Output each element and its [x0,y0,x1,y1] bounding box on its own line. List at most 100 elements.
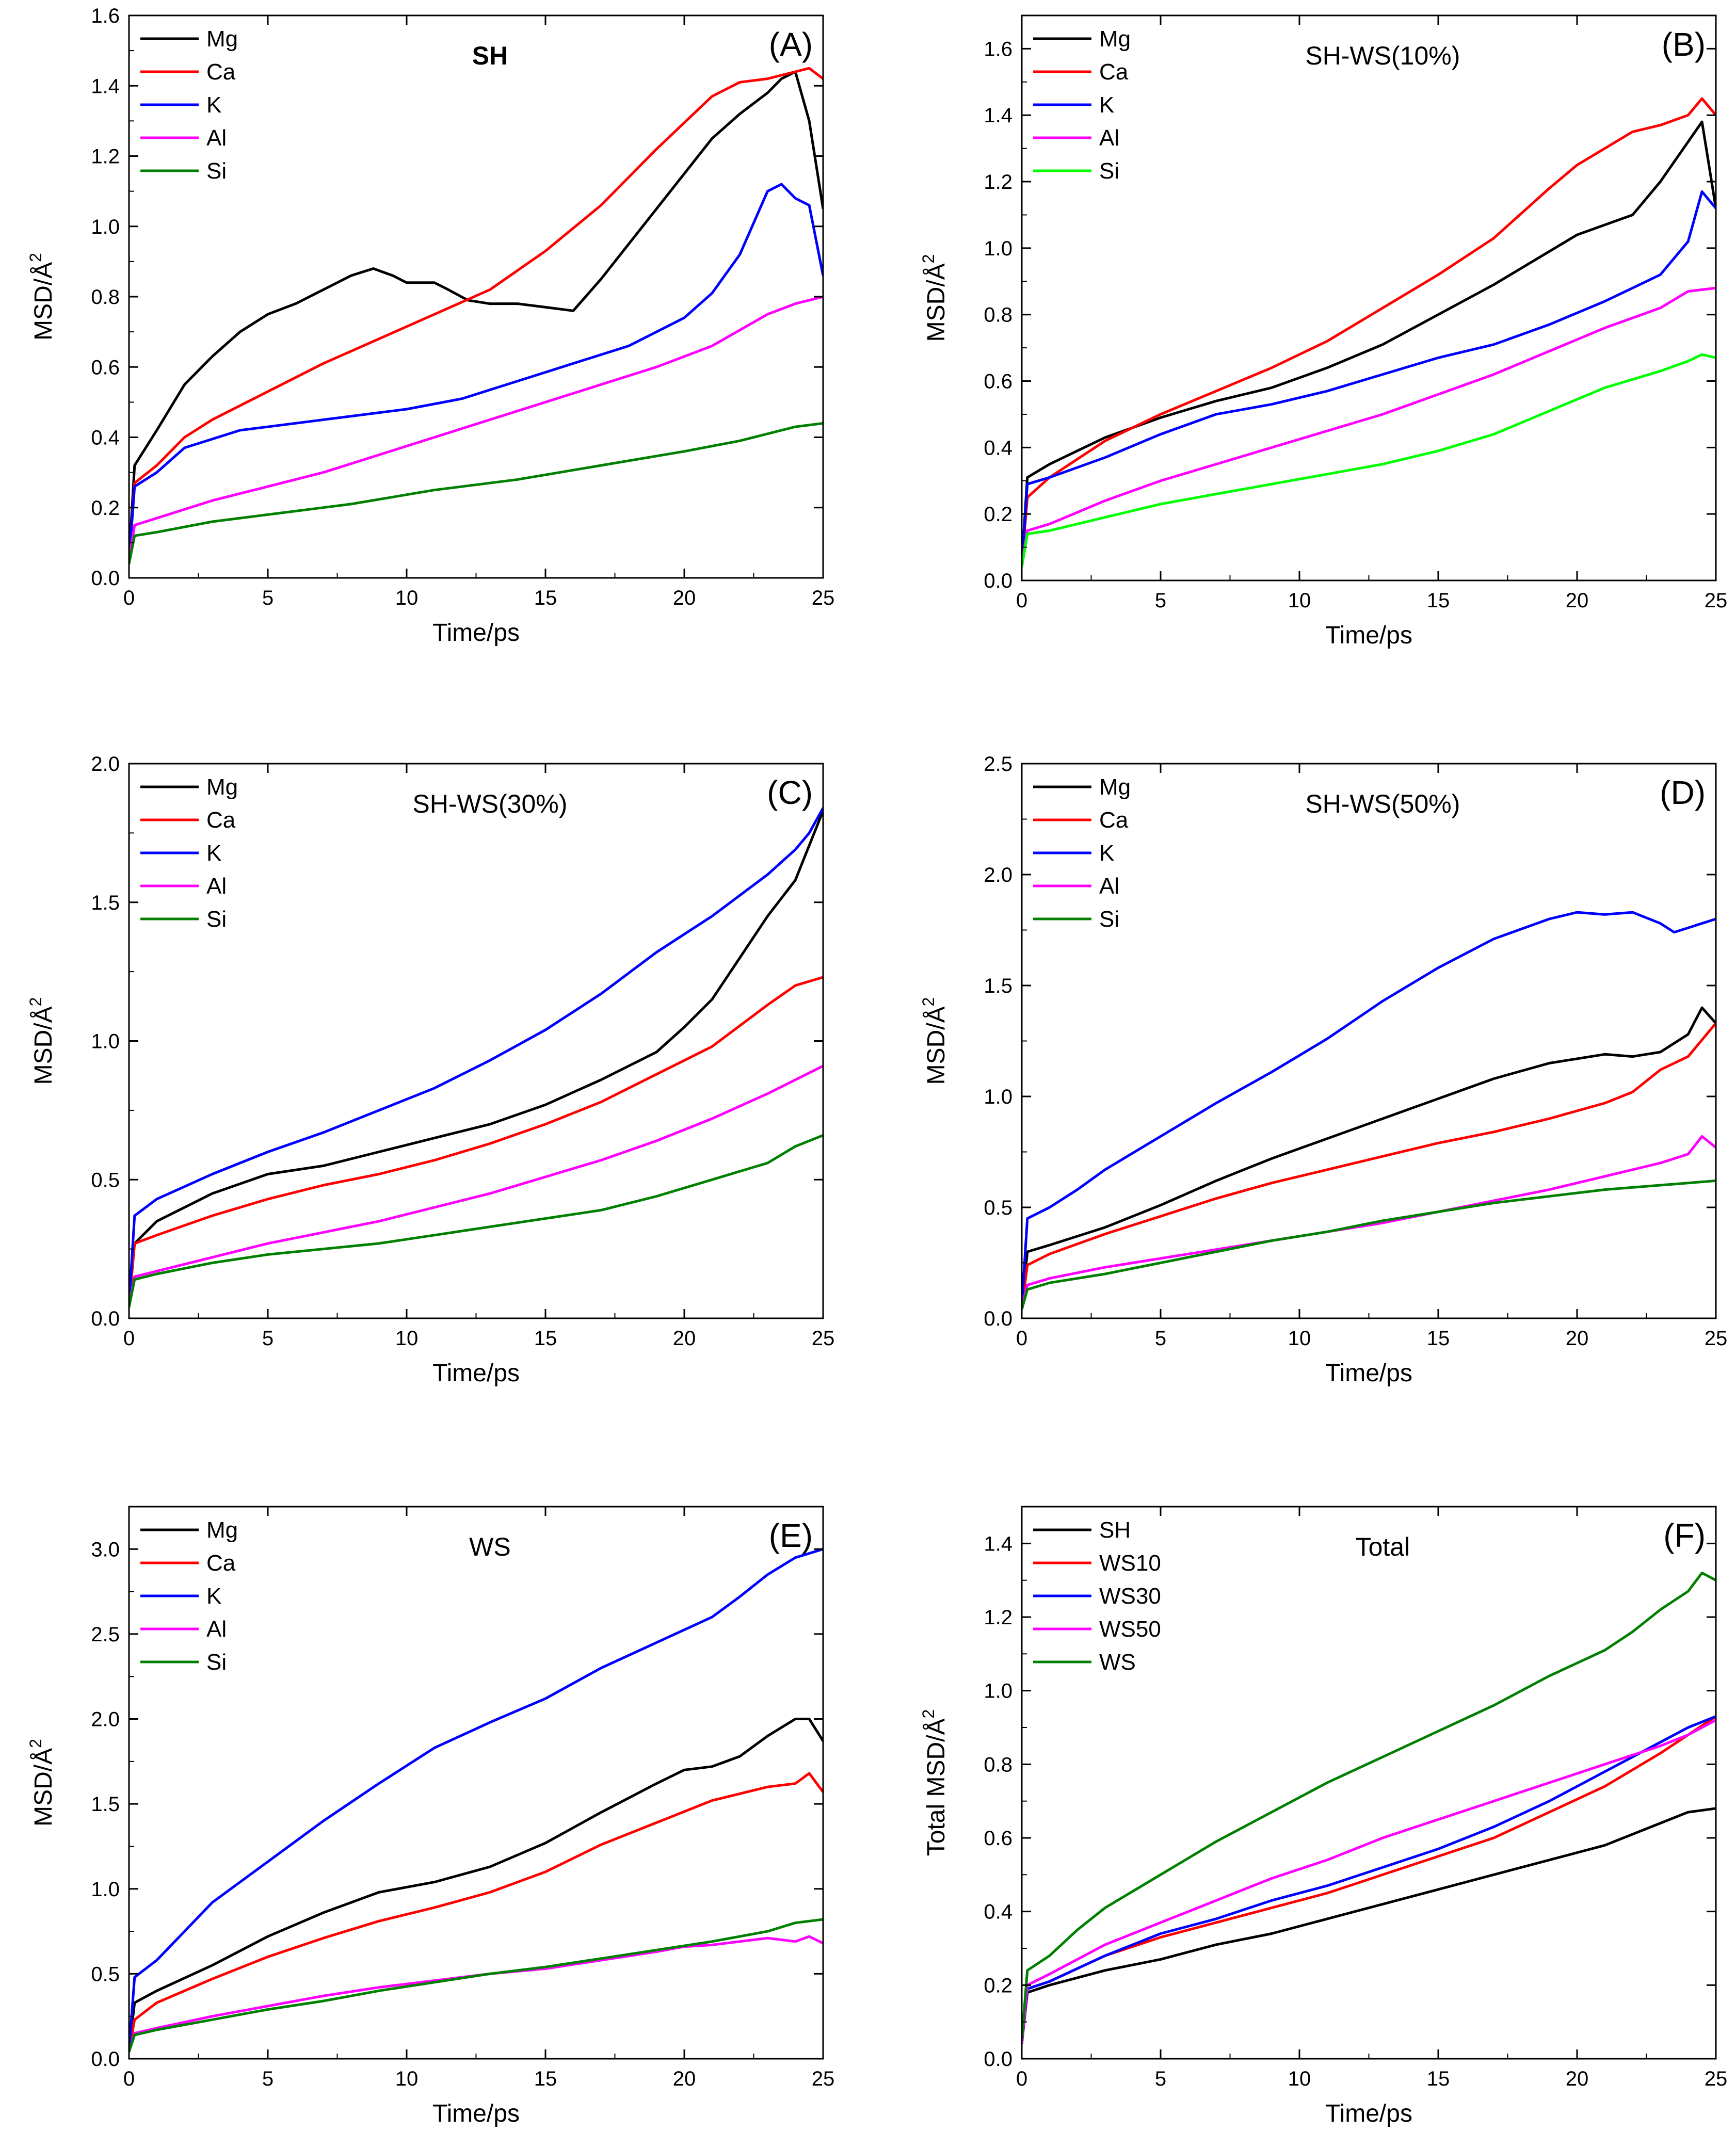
legend-label-al: Al [1099,874,1119,899]
y-tick-label: 1.2 [91,146,120,168]
y-tick-label: 1.0 [984,237,1012,260]
series-line-k [1022,190,1716,564]
legend-label-ca: Ca [1099,59,1129,85]
legend-label-ca: Ca [206,807,236,833]
x-axis-label: Time/ps [432,619,520,647]
legend-label-sh: SH [1099,1517,1131,1543]
y-tick-label: 1.6 [984,38,1012,60]
legend-label-ws: WS [1099,1650,1136,1675]
y-tick-label: 1.0 [984,1086,1012,1108]
panel-title: Total [1356,1532,1410,1561]
series-line-k [129,807,823,1305]
series-line-al [129,1935,823,2053]
y-tick-label: 0.6 [91,356,120,379]
legend: Mg Ca K Al Si [140,1517,238,1675]
legend-label-si: Si [206,1650,227,1675]
series-line-si [129,1918,823,2053]
y-tick-label: 1.5 [984,975,1012,997]
panel-title: SH-WS(10%) [1305,41,1460,70]
series-line-si [129,1134,823,1307]
legend-label-si: Si [206,907,227,932]
panel-title: SH-WS(50%) [1305,789,1460,818]
y-tick-label: 3.0 [91,1538,120,1561]
legend-label-mg: Mg [1099,774,1131,800]
x-tick-label: 15 [534,2068,557,2090]
legend-label-si: Si [206,158,227,184]
y-tick-label: 1.5 [91,892,120,914]
x-tick-label: 5 [262,1327,274,1350]
legend-label-mg: Mg [206,1517,238,1543]
panel-d: 0 5 10 15 20 25 0.0 0.5 1.0 1.5 2.0 2.5 Time/ps MSD/Å… [919,753,1727,1387]
x-axis-label: Time/ps [1325,2100,1412,2127]
series-line-k [1022,911,1716,1307]
x-tick-label: 20 [673,587,696,609]
y-tick-label: 0.4 [91,427,120,449]
legend-label-al: Al [206,874,227,899]
y-tick-label: 0.0 [91,2048,120,2071]
y-axis-label: Total MSD/Å2 [919,1709,950,1856]
x-tick-label: 20 [673,1327,696,1350]
legend-label-si: Si [1099,907,1119,932]
x-tick-label: 5 [1155,1327,1166,1350]
legend-label-mg: Mg [206,26,238,52]
x-tick-label: 25 [1705,1327,1728,1350]
y-tick-label: 1.0 [91,1878,120,1901]
series-line-mg [1022,120,1716,564]
series-line-si [129,422,823,564]
legend-label-mg: Mg [1099,26,1131,52]
y-axis-label: MSD/Å2 [919,997,950,1085]
y-tick-label: 2.0 [91,753,120,776]
y-tick-label: 1.0 [984,1680,1012,1703]
y-tick-label: 1.5 [91,1793,120,1816]
series-line-al [1022,286,1716,564]
legend-label-si: Si [1099,158,1119,184]
x-tick-label: 20 [1566,2068,1589,2090]
x-tick-label: 10 [395,1327,419,1350]
x-axis-label: Time/ps [1325,1360,1412,1387]
x-tick-label: 0 [1016,1327,1027,1350]
x-axis-label: Time/ps [432,2100,520,2127]
x-tick-label: 25 [812,1327,835,1350]
y-tick-label: 0.6 [984,1827,1012,1850]
y-tick-label: 2.0 [91,1708,120,1731]
y-tick-label: 2.5 [91,1623,120,1646]
series-line-mg [129,1718,823,2050]
y-tick-label: 1.2 [984,1606,1012,1629]
x-tick-label: 20 [1566,589,1589,612]
x-tick-label: 10 [395,2068,419,2090]
legend-label-al: Al [206,125,227,151]
panel-title: SH [472,41,508,70]
panel-letter: (E) [769,1517,813,1554]
x-tick-label: 0 [123,1327,135,1350]
y-axis-label: MSD/Å2 [26,1739,57,1827]
y-tick-label: 0.2 [984,503,1012,526]
y-tick-label: 1.4 [91,75,120,98]
panel-title: SH-WS(30%) [412,789,567,818]
legend-label-ca: Ca [1099,807,1129,833]
legend-label-ws30: WS30 [1099,1584,1161,1609]
y-tick-label: 1.4 [984,1532,1012,1555]
x-tick-label: 20 [673,2068,696,2090]
legend: Mg Ca K Al Si [1033,774,1131,932]
x-tick-label: 0 [123,587,135,609]
y-tick-label: 0.6 [984,370,1012,393]
legend: SH WS10 WS30 WS50 WS [1033,1517,1161,1675]
x-tick-label: 25 [1705,589,1728,612]
series-line-al [129,1064,823,1305]
series-line-ca [129,1772,823,2050]
legend-label-al: Al [1099,125,1119,151]
y-axis-label: MSD/Å2 [26,997,57,1085]
series-line-ws10 [1022,1715,1716,2044]
series-line-al [1022,1135,1716,1308]
x-tick-label: 15 [1427,1327,1450,1350]
x-tick-label: 10 [395,587,419,609]
y-tick-label: 0.2 [91,497,120,520]
series-line-si [1022,353,1716,568]
panel-letter: (B) [1662,26,1706,63]
y-tick-label: 0.4 [984,1901,1012,1924]
series-line-mg [129,810,823,1305]
series-line-k [129,1547,823,2050]
y-tick-label: 1.0 [91,216,120,238]
y-tick-label: 0.0 [984,570,1012,592]
series-line-ca [129,67,823,561]
